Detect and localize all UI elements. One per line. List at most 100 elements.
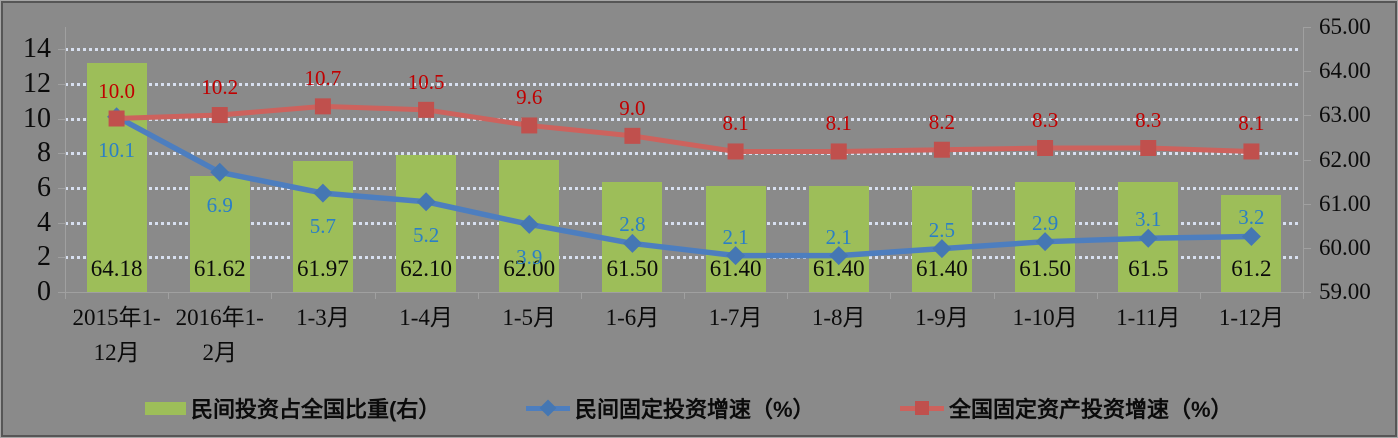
legend-swatch-national-line	[900, 401, 944, 415]
bar-private-investment-share	[911, 186, 972, 292]
axis-tick	[168, 292, 170, 299]
line-value-label: 9.6	[516, 85, 543, 110]
line-value-label: 3.1	[1135, 207, 1162, 232]
square-marker-icon	[1140, 139, 1157, 156]
axis-tick	[58, 222, 65, 224]
right-axis-tick-label: 61.00	[1319, 190, 1371, 216]
x-axis-category-label: 2015年1- 12月	[72, 305, 161, 365]
axis-tick	[1199, 292, 1201, 299]
x-axis-category-label: 2016年1- 2月	[175, 305, 264, 365]
line-value-label: 8.1	[825, 111, 852, 136]
gridline	[65, 117, 1300, 121]
right-axis-tick-label: 60.00	[1319, 234, 1371, 260]
line-value-label: 3.9	[516, 245, 543, 270]
right-axis-tick-label: 64.00	[1319, 58, 1371, 84]
line-value-label: 5.2	[412, 222, 440, 247]
axis-tick	[65, 292, 66, 299]
gridline	[65, 186, 1300, 190]
diamond-marker-icon	[1035, 232, 1055, 252]
x-axis-category-label: 1-9月	[915, 305, 969, 330]
square-marker-icon	[108, 110, 125, 127]
bar-value-label: 62.10	[400, 256, 452, 281]
axis-tick	[1303, 203, 1311, 205]
left-axis-tick-label: 12	[23, 67, 51, 99]
axis-tick	[374, 292, 376, 299]
left-axis-line	[65, 27, 66, 293]
axis-tick	[1303, 159, 1311, 161]
line-value-label: 10.7	[304, 66, 342, 91]
right-axis-tick-label: 62.00	[1319, 146, 1371, 172]
bar-private-investment-share	[808, 186, 869, 292]
legend-swatch-private-line	[526, 399, 570, 417]
plot-area: 64.18 61.62 61.97 62.10 62.00 61.50 61.40 61.40…	[65, 27, 1303, 292]
square-marker-icon	[727, 143, 744, 160]
square-marker-icon	[1243, 143, 1260, 160]
diamond-marker-icon	[1241, 226, 1261, 246]
diamond-marker-icon	[1138, 228, 1158, 248]
axis-tick	[1096, 292, 1098, 299]
diamond-marker-icon	[210, 162, 230, 182]
legend-label: 全国固定资产投资增速（%）	[949, 397, 1233, 422]
legend-item-bar-series: 民间投资占全国比重(右）	[145, 387, 440, 429]
diamond-marker-icon	[539, 399, 557, 417]
line-value-label: 9.0	[619, 95, 646, 120]
axis-tick	[58, 118, 65, 120]
axis-tick	[58, 83, 65, 85]
axis-tick	[1303, 115, 1311, 117]
left-axis-tick-label: 10	[23, 102, 51, 134]
bar-private-investment-share	[189, 176, 250, 292]
line-value-label: 10.2	[201, 75, 239, 100]
axis-tick	[993, 292, 995, 299]
line-value-label: 10.5	[407, 69, 445, 94]
axis-tick	[684, 292, 685, 299]
legend-item-national-line: 全国固定资产投资增速（%）	[900, 387, 1233, 429]
line-value-label: 3.2	[1238, 205, 1265, 230]
axis-tick	[58, 49, 65, 51]
line-value-label: 8.1	[722, 111, 749, 136]
axis-tick	[271, 292, 273, 299]
national-growth-line	[116, 103, 1252, 154]
line-value-label: 2.8	[619, 212, 646, 237]
line-value-label: 10.0	[98, 78, 135, 103]
bar-value-label: 61.62	[193, 256, 246, 281]
axis-tick	[890, 292, 892, 299]
square-marker-icon	[830, 143, 847, 160]
x-axis-category-label: 1-4月	[399, 305, 453, 330]
x-axis-category-label: 1-10月	[1012, 305, 1078, 330]
line-value-label: 8.3	[1031, 107, 1059, 132]
legend-label: 民间固定投资增速（%）	[575, 397, 815, 422]
gridline	[65, 221, 1300, 225]
bar-private-investment-share	[86, 63, 147, 292]
bar-value-label: 61.50	[1019, 256, 1071, 281]
axis-tick	[580, 292, 582, 299]
square-marker-icon	[521, 117, 538, 134]
axis-tick	[1303, 27, 1311, 28]
left-axis-tick-label: 14	[23, 33, 51, 65]
diamond-marker-icon	[829, 246, 849, 266]
diamond-marker-icon	[519, 214, 539, 234]
gridline	[65, 152, 1300, 156]
diamond-marker-icon	[313, 183, 333, 203]
left-axis-tick-label: 0	[37, 276, 51, 307]
x-axis-category-label: 1-3月	[296, 305, 350, 330]
left-axis-tick-label: 6	[37, 171, 51, 203]
gridline	[65, 48, 1300, 52]
line-value-label: 2.5	[928, 217, 956, 242]
axis-tick	[1303, 71, 1311, 73]
bar-value-label: 61.97	[297, 256, 349, 281]
bar-private-investment-share	[396, 155, 457, 292]
axis-tick	[58, 292, 65, 293]
square-marker-icon	[624, 127, 641, 144]
diamond-marker-icon	[416, 192, 436, 212]
bar-value-label: 61.40	[916, 256, 968, 281]
square-marker-icon	[933, 141, 950, 158]
x-axis-category-label: 1-8月	[811, 305, 866, 330]
private-growth-line	[115, 114, 1252, 259]
axis-tick	[477, 292, 479, 299]
square-marker-icon	[211, 107, 228, 124]
gridline	[65, 256, 1300, 260]
right-axis-tick-label: 59.00	[1319, 279, 1371, 304]
gridline	[65, 82, 1300, 86]
